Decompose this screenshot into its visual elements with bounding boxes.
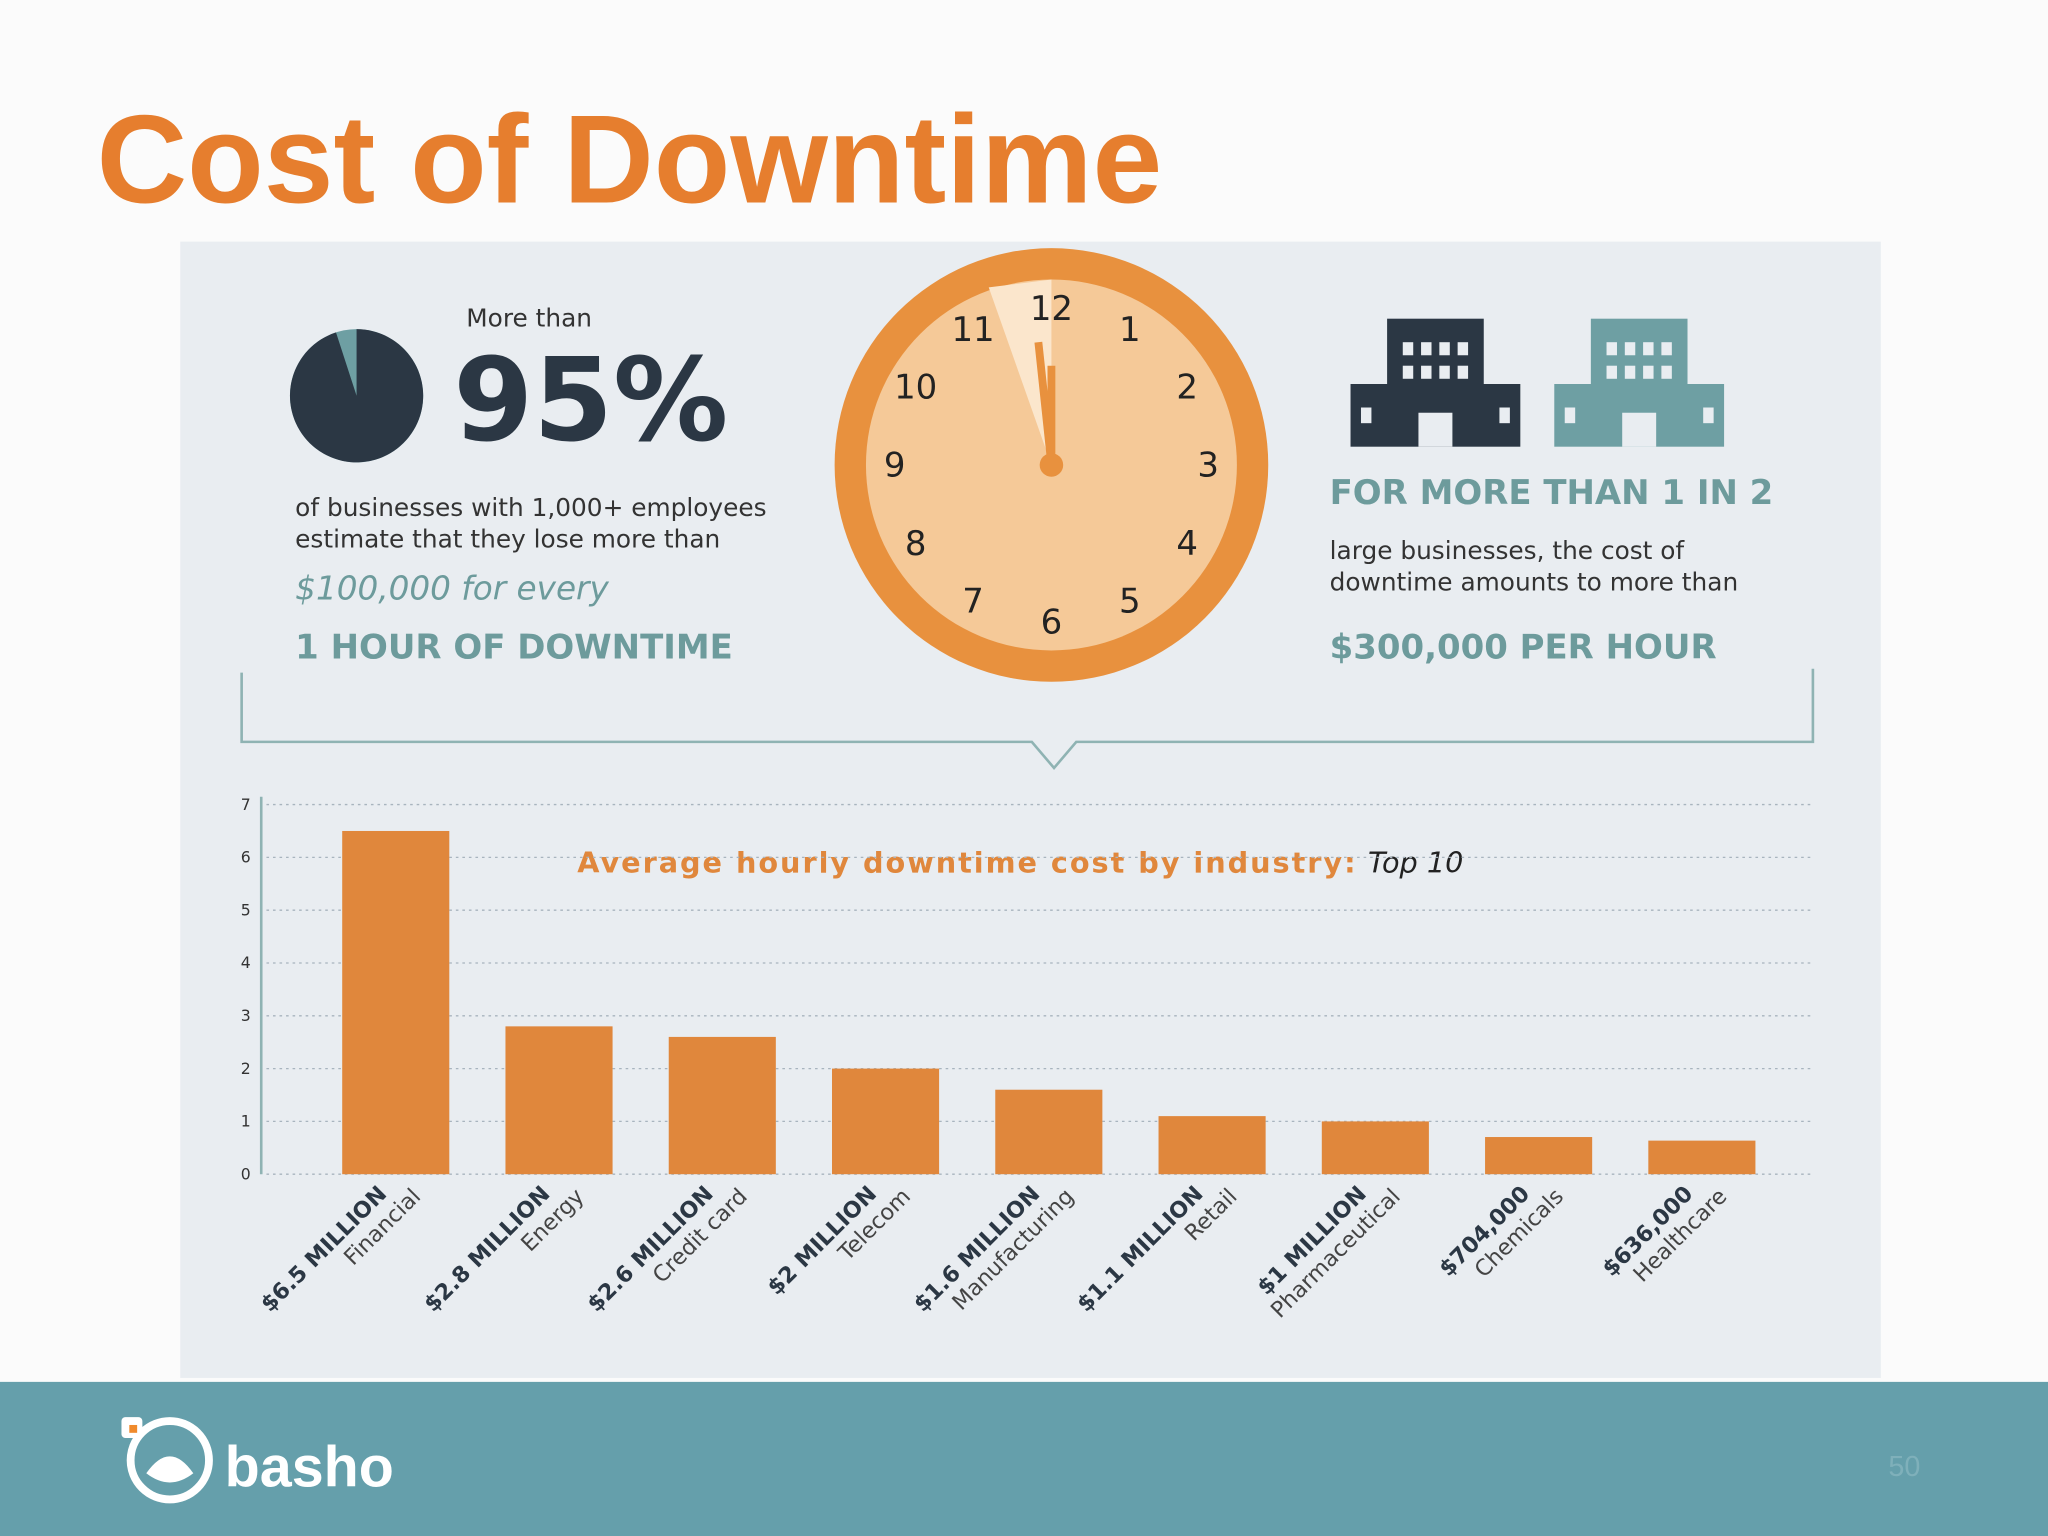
body-text: of businesses with 1,000+ employees	[295, 493, 766, 522]
lead-text: More than	[466, 304, 592, 333]
stat-label: 95%	[453, 334, 728, 468]
chart-title: Average hourly downtime cost by industry…	[577, 845, 1463, 879]
bracket	[240, 668, 1815, 771]
clock-center	[1039, 453, 1064, 477]
page-number: 50	[1888, 1451, 1920, 1483]
clock-numbers: 12 12 3 45 6 78 9 10 11	[884, 289, 1219, 642]
pie	[289, 329, 424, 463]
clock-number: 8	[905, 524, 927, 564]
clock-number: 4	[1176, 524, 1198, 564]
bar	[1158, 1116, 1266, 1175]
y-tick-label: 1	[241, 1112, 251, 1131]
bar	[1485, 1137, 1593, 1175]
bar	[342, 830, 450, 1175]
chart-title-text: Average hourly downtime cost by industry…	[577, 845, 1357, 879]
pie-slice	[289, 329, 424, 463]
chart-title-emphasis: Top 10	[1368, 845, 1463, 879]
y-tick-label: 0	[241, 1164, 251, 1183]
clock-number: 5	[1119, 581, 1141, 621]
y-tick-label: 3	[241, 1006, 251, 1025]
slide-title: Cost of Downtime	[97, 88, 1163, 229]
amount-text: $300,000 PER HOUR	[1330, 627, 1717, 667]
bar	[668, 1036, 776, 1175]
clock-number: 1	[1119, 310, 1141, 350]
brand-name: basho	[225, 1435, 394, 1499]
body-text: estimate that they lose more than	[295, 524, 720, 553]
body-text: downtime amounts to more than	[1330, 567, 1739, 596]
body-text: large businesses, the cost of	[1330, 536, 1686, 565]
headline-text: FOR MORE THAN 1 IN 2	[1330, 473, 1774, 513]
y-tick-label: 2	[241, 1059, 251, 1078]
logo-icon	[121, 1417, 213, 1504]
footer-band	[0, 1381, 2048, 1536]
y-tick-label: 7	[241, 795, 251, 814]
clock-wedge	[988, 279, 1052, 465]
y-tick-label: 5	[241, 900, 251, 919]
bar	[1648, 1140, 1756, 1175]
clock-number: 12	[1030, 289, 1073, 329]
clock-number: 6	[1041, 602, 1063, 642]
clock-number: 10	[894, 367, 937, 407]
clock-number: 11	[951, 310, 994, 350]
unit-text: 1 HOUR OF DOWNTIME	[295, 627, 733, 667]
clock-number: 7	[962, 581, 984, 621]
clock-number: 9	[884, 446, 906, 486]
amount-text: $100,000 for every	[295, 570, 609, 608]
bar	[832, 1068, 940, 1175]
clock-number: 2	[1176, 367, 1198, 407]
y-tick-label: 4	[241, 953, 251, 972]
bar	[1321, 1121, 1429, 1175]
building-icon	[1554, 318, 1725, 447]
building-icon	[1350, 318, 1521, 447]
bar	[995, 1089, 1103, 1175]
clock-number: 3	[1197, 446, 1219, 486]
bar	[505, 1026, 613, 1175]
y-tick-label: 6	[241, 848, 251, 867]
